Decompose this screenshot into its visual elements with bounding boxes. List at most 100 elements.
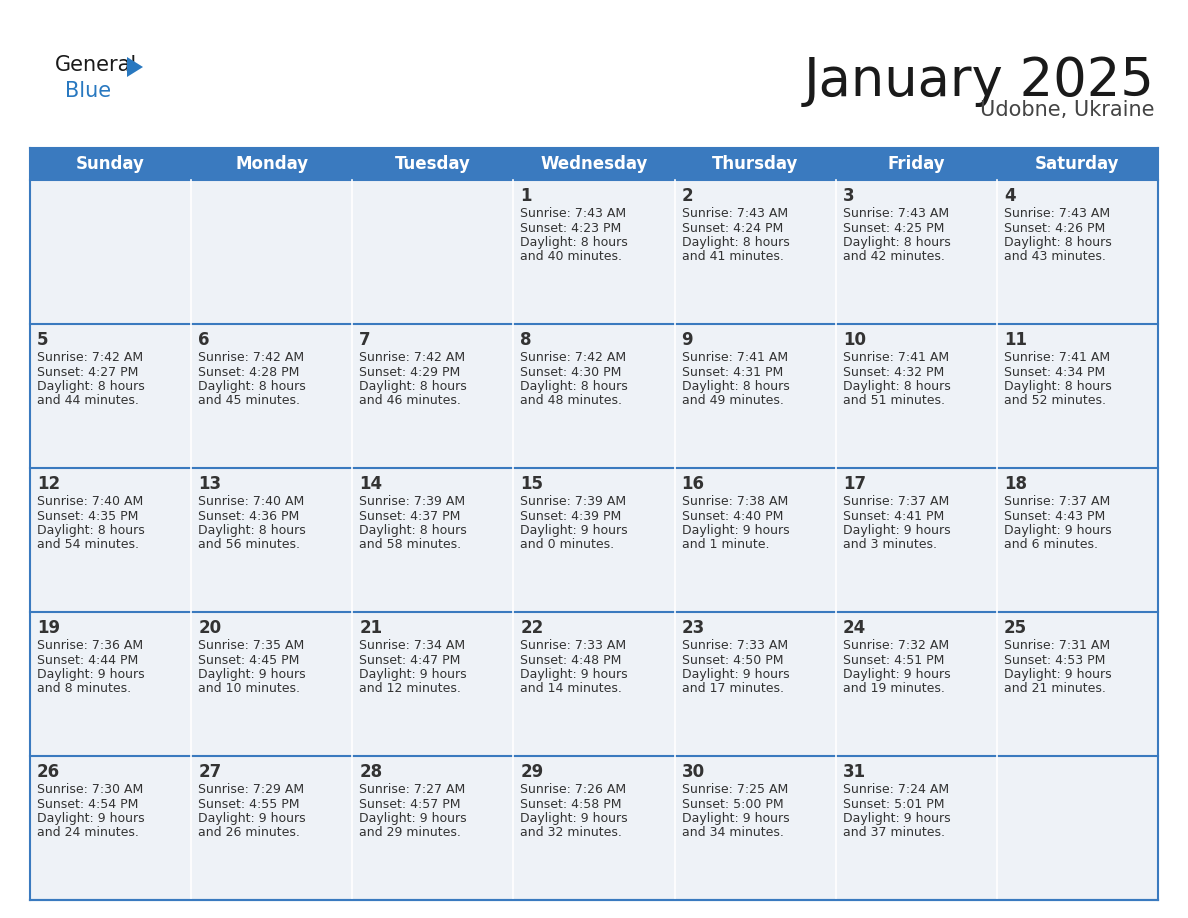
Text: Sunrise: 7:39 AM: Sunrise: 7:39 AM (359, 495, 466, 508)
Text: 8: 8 (520, 331, 532, 349)
Bar (353, 324, 513, 468)
Text: Daylight: 9 hours: Daylight: 9 hours (520, 812, 628, 825)
Text: Sunrise: 7:41 AM: Sunrise: 7:41 AM (842, 351, 949, 364)
Text: and 56 minutes.: and 56 minutes. (198, 539, 301, 552)
Bar (30, 756, 191, 900)
Text: Sunrise: 7:37 AM: Sunrise: 7:37 AM (842, 495, 949, 508)
Text: Sunset: 4:30 PM: Sunset: 4:30 PM (520, 365, 621, 378)
Text: and 6 minutes.: and 6 minutes. (1004, 539, 1098, 552)
Text: and 54 minutes.: and 54 minutes. (37, 539, 139, 552)
Bar (997, 612, 1158, 756)
Text: Sunrise: 7:39 AM: Sunrise: 7:39 AM (520, 495, 626, 508)
Text: Sunrise: 7:25 AM: Sunrise: 7:25 AM (682, 783, 788, 796)
Text: and 48 minutes.: and 48 minutes. (520, 395, 623, 408)
Bar (30, 612, 191, 756)
Polygon shape (127, 57, 143, 77)
Text: and 34 minutes.: and 34 minutes. (682, 826, 783, 839)
Text: Daylight: 9 hours: Daylight: 9 hours (359, 668, 467, 681)
Bar (997, 148, 1158, 180)
Text: Daylight: 8 hours: Daylight: 8 hours (37, 524, 145, 537)
Text: Blue: Blue (65, 81, 112, 101)
Text: Daylight: 9 hours: Daylight: 9 hours (1004, 524, 1112, 537)
Text: Sunset: 4:57 PM: Sunset: 4:57 PM (359, 798, 461, 811)
Text: Sunset: 4:50 PM: Sunset: 4:50 PM (682, 654, 783, 666)
Text: Daylight: 9 hours: Daylight: 9 hours (520, 668, 628, 681)
Text: Sunset: 4:23 PM: Sunset: 4:23 PM (520, 221, 621, 234)
Text: 23: 23 (682, 619, 704, 637)
Bar (353, 468, 513, 612)
Text: Sunrise: 7:24 AM: Sunrise: 7:24 AM (842, 783, 949, 796)
Text: Daylight: 8 hours: Daylight: 8 hours (359, 524, 467, 537)
Text: Daylight: 8 hours: Daylight: 8 hours (520, 236, 628, 249)
Text: Sunrise: 7:26 AM: Sunrise: 7:26 AM (520, 783, 626, 796)
Text: and 8 minutes.: and 8 minutes. (37, 682, 131, 696)
Text: Sunrise: 7:29 AM: Sunrise: 7:29 AM (198, 783, 304, 796)
Text: and 42 minutes.: and 42 minutes. (842, 251, 944, 263)
Text: 31: 31 (842, 763, 866, 781)
Text: Sunset: 4:26 PM: Sunset: 4:26 PM (1004, 221, 1105, 234)
Text: and 3 minutes.: and 3 minutes. (842, 539, 936, 552)
Text: Daylight: 9 hours: Daylight: 9 hours (37, 668, 145, 681)
Text: Sunset: 4:28 PM: Sunset: 4:28 PM (198, 365, 299, 378)
Text: Sunrise: 7:40 AM: Sunrise: 7:40 AM (198, 495, 304, 508)
Text: 22: 22 (520, 619, 544, 637)
Bar (835, 468, 997, 612)
Bar (675, 756, 835, 900)
Text: Sunrise: 7:30 AM: Sunrise: 7:30 AM (37, 783, 144, 796)
Text: Sunset: 5:00 PM: Sunset: 5:00 PM (682, 798, 783, 811)
Bar (675, 468, 835, 612)
Text: 30: 30 (682, 763, 704, 781)
Bar (675, 180, 835, 324)
Text: Sunset: 4:48 PM: Sunset: 4:48 PM (520, 654, 621, 666)
Bar (30, 148, 191, 180)
Text: Daylight: 9 hours: Daylight: 9 hours (682, 524, 789, 537)
Text: 29: 29 (520, 763, 544, 781)
Text: Sunrise: 7:31 AM: Sunrise: 7:31 AM (1004, 639, 1110, 652)
Text: Sunset: 4:37 PM: Sunset: 4:37 PM (359, 509, 461, 522)
Text: Sunrise: 7:37 AM: Sunrise: 7:37 AM (1004, 495, 1110, 508)
Bar (30, 468, 191, 612)
Text: Sunrise: 7:41 AM: Sunrise: 7:41 AM (1004, 351, 1110, 364)
Text: Sunset: 4:40 PM: Sunset: 4:40 PM (682, 509, 783, 522)
Text: and 52 minutes.: and 52 minutes. (1004, 395, 1106, 408)
Text: Sunset: 4:24 PM: Sunset: 4:24 PM (682, 221, 783, 234)
Text: Thursday: Thursday (712, 155, 798, 173)
Text: Daylight: 9 hours: Daylight: 9 hours (842, 668, 950, 681)
Text: Sunrise: 7:43 AM: Sunrise: 7:43 AM (520, 207, 626, 220)
Text: Sunrise: 7:35 AM: Sunrise: 7:35 AM (198, 639, 304, 652)
Bar (30, 180, 191, 324)
Bar (513, 324, 675, 468)
Text: and 37 minutes.: and 37 minutes. (842, 826, 944, 839)
Text: Sunset: 4:41 PM: Sunset: 4:41 PM (842, 509, 944, 522)
Bar (835, 756, 997, 900)
Text: 1: 1 (520, 187, 532, 205)
Bar (191, 756, 353, 900)
Text: Daylight: 9 hours: Daylight: 9 hours (520, 524, 628, 537)
Text: Sunrise: 7:32 AM: Sunrise: 7:32 AM (842, 639, 949, 652)
Bar (191, 612, 353, 756)
Bar (997, 324, 1158, 468)
Text: and 0 minutes.: and 0 minutes. (520, 539, 614, 552)
Text: 12: 12 (37, 475, 61, 493)
Text: Sunrise: 7:27 AM: Sunrise: 7:27 AM (359, 783, 466, 796)
Bar (513, 468, 675, 612)
Text: Sunset: 4:25 PM: Sunset: 4:25 PM (842, 221, 944, 234)
Text: Sunset: 4:44 PM: Sunset: 4:44 PM (37, 654, 138, 666)
Text: 27: 27 (198, 763, 221, 781)
Text: 3: 3 (842, 187, 854, 205)
Text: 15: 15 (520, 475, 543, 493)
Text: 18: 18 (1004, 475, 1026, 493)
Text: Sunrise: 7:38 AM: Sunrise: 7:38 AM (682, 495, 788, 508)
Text: Daylight: 8 hours: Daylight: 8 hours (682, 236, 789, 249)
Text: Sunrise: 7:43 AM: Sunrise: 7:43 AM (682, 207, 788, 220)
Text: 7: 7 (359, 331, 371, 349)
Text: Sunrise: 7:36 AM: Sunrise: 7:36 AM (37, 639, 143, 652)
Text: Sunset: 4:51 PM: Sunset: 4:51 PM (842, 654, 944, 666)
Text: Sunset: 4:36 PM: Sunset: 4:36 PM (198, 509, 299, 522)
Text: Sunday: Sunday (76, 155, 145, 173)
Text: Daylight: 8 hours: Daylight: 8 hours (842, 236, 950, 249)
Bar (997, 756, 1158, 900)
Text: Sunset: 4:29 PM: Sunset: 4:29 PM (359, 365, 461, 378)
Bar (353, 612, 513, 756)
Bar (835, 180, 997, 324)
